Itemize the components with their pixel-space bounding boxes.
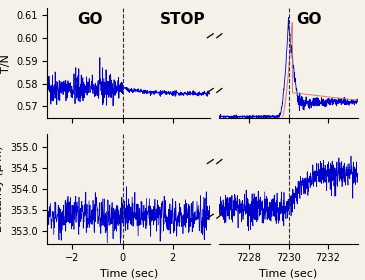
Text: STOP: STOP <box>160 12 206 27</box>
X-axis label: Time (sec): Time (sec) <box>260 269 318 279</box>
Text: GO: GO <box>77 12 103 27</box>
Text: GO: GO <box>296 12 322 27</box>
X-axis label: Time (sec): Time (sec) <box>100 269 158 279</box>
Y-axis label: T/N: T/N <box>0 54 11 73</box>
Y-axis label: Dilatancy (μ m): Dilatancy (μ m) <box>0 146 4 232</box>
